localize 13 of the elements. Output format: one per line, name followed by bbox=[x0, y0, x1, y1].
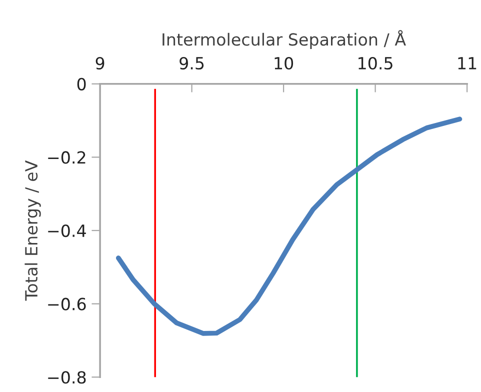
x-tick-label: 10 bbox=[274, 56, 294, 70]
x-axis-title: Intermolecular Separation / Å bbox=[162, 30, 406, 49]
y-tick-label: −0.4 bbox=[48, 224, 86, 238]
y-tick-label: −0.8 bbox=[48, 371, 86, 384]
line-series bbox=[116, 116, 462, 336]
y-axis-title: Total Energy / eV bbox=[24, 160, 41, 301]
x-tick-label: 11 bbox=[458, 57, 476, 70]
x-tick-label: 9 bbox=[96, 56, 104, 70]
y-tick-label: −0.2 bbox=[48, 151, 86, 164]
x-tick-label: 9.5 bbox=[180, 56, 204, 70]
y-tick-label: −0.6 bbox=[48, 298, 86, 310]
x-tick-label: 10.5 bbox=[358, 56, 392, 70]
y-tick-label: 0 bbox=[77, 78, 86, 90]
